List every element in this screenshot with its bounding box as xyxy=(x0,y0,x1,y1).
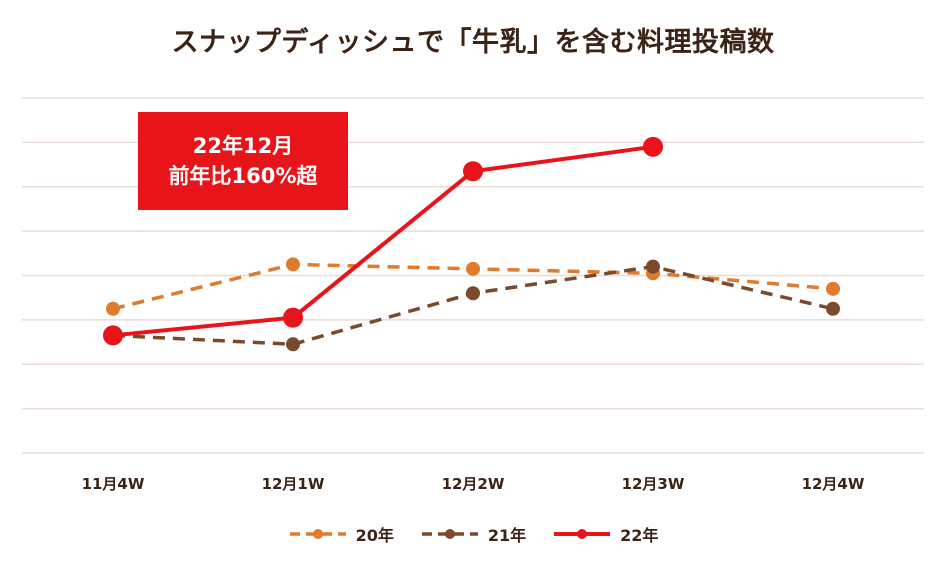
x-tick-label: 12月1W xyxy=(262,475,325,493)
data-point xyxy=(466,286,480,301)
legend: 20年 21年 22年 xyxy=(0,522,946,546)
legend-swatch xyxy=(554,529,611,539)
data-point xyxy=(466,261,480,276)
annotation-callout: 22年12月 前年比160%超 xyxy=(138,112,348,210)
legend-swatch xyxy=(289,529,346,539)
data-point xyxy=(826,281,840,296)
data-point xyxy=(643,136,663,157)
x-tick-label: 12月4W xyxy=(802,475,865,493)
data-point xyxy=(283,307,303,328)
series-22年 xyxy=(103,136,663,346)
data-point xyxy=(646,259,660,274)
chart-title: スナップディッシュで「牛乳」を含む料理投稿数 xyxy=(171,27,775,58)
series-line xyxy=(112,144,654,338)
x-tick-label: 11月4W xyxy=(82,475,145,493)
legend-swatch xyxy=(421,529,478,539)
legend-label: 21年 xyxy=(487,526,527,545)
x-tick-label: 12月2W xyxy=(442,475,505,493)
legend-item: 20年 xyxy=(288,522,394,546)
legend-label: 22年 xyxy=(620,526,659,545)
data-point xyxy=(106,301,120,316)
data-point xyxy=(103,325,123,346)
data-point xyxy=(463,161,483,182)
legend-item: 21年 xyxy=(420,522,526,546)
data-point xyxy=(286,337,300,352)
annotation-line-1: 22年12月 xyxy=(192,134,294,158)
series-lines xyxy=(103,136,840,352)
x-axis-ticks: 11月4W 12月1W 12月2W 12月3W 12月4W xyxy=(82,475,865,493)
annotation-line-2: 前年比160%超 xyxy=(168,164,318,188)
data-point xyxy=(286,257,300,272)
legend-label: 20年 xyxy=(355,526,394,545)
data-point xyxy=(826,301,840,316)
series-line xyxy=(112,264,834,347)
x-tick-label: 12月3W xyxy=(622,475,685,493)
legend-item: 22年 xyxy=(552,522,658,546)
